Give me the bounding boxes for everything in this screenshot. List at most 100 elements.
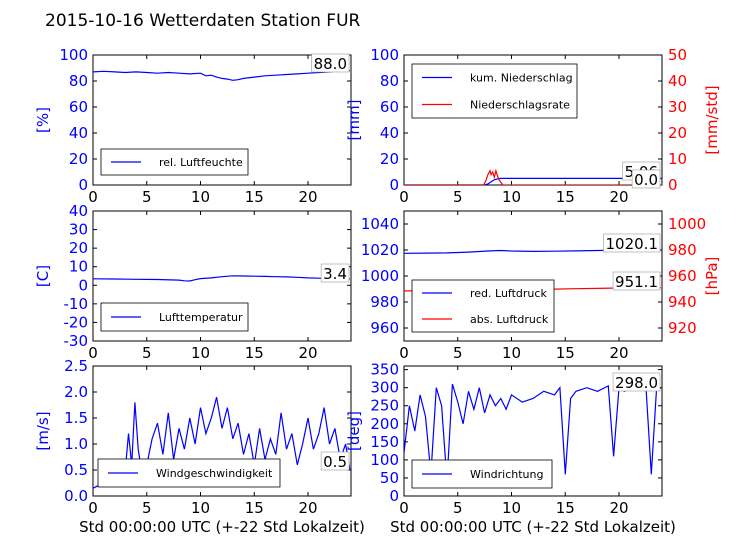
x-tick-label: 10 xyxy=(191,499,210,517)
x-tick-label: 5 xyxy=(142,188,152,206)
value-annotation: 951.1 xyxy=(615,273,658,291)
x-tick-label: 10 xyxy=(502,188,521,206)
y-tick-label: 10 xyxy=(69,258,88,276)
y-right-tick-label: 20 xyxy=(668,124,687,142)
y-tick-label: 1040 xyxy=(361,215,399,233)
value-annotation: 0.5 xyxy=(323,453,347,471)
x-tick-label: 5 xyxy=(142,499,152,517)
x-tick-label: 5 xyxy=(453,188,463,206)
y-tick-label: 20 xyxy=(69,150,88,168)
x-tick-label: 0 xyxy=(88,188,98,206)
x-tick-label: 5 xyxy=(453,344,463,362)
y-tick-label: 100 xyxy=(370,46,399,64)
y-tick-label: 50 xyxy=(380,469,399,487)
panel-precipitation: 0 5 10 15 20 0 20 40 60 80 100 0 10 20 30 40 50 [mm] [mm/s… xyxy=(345,46,721,206)
legend-label: Niederschlagsrate xyxy=(470,99,570,112)
y-right-tick-label: 0 xyxy=(668,176,678,194)
x-tick-label: 0 xyxy=(399,188,409,206)
y-axis-label: [C] xyxy=(34,265,52,287)
panel-wind-speed: 0 5 10 15 20 0.0 0.5 1.0 1.5 2.0 2.5 [m/s] Std 00:00… xyxy=(34,357,365,536)
y-tick-label: 960 xyxy=(370,319,399,337)
y-tick-label: 40 xyxy=(380,124,399,142)
y-tick-label: 80 xyxy=(380,72,399,90)
value-annotation: 3.4 xyxy=(323,265,347,283)
x-tick-label: 15 xyxy=(556,344,575,362)
y-right-tick-label: 40 xyxy=(668,72,687,90)
legend-label: rel. Luftfeuchte xyxy=(159,156,243,169)
x-tick-label: 15 xyxy=(556,188,575,206)
y-right-axis-label: [hPa] xyxy=(703,257,721,296)
y-tick-label: 250 xyxy=(370,397,399,415)
panel-humidity: 0 5 10 15 20 0 20 40 60 80 100 [%] rel. Luftfeuchte 8… xyxy=(34,46,351,206)
y-tick-label: 0 xyxy=(78,276,88,294)
y-tick-label: 0 xyxy=(389,487,399,505)
y-axis-label: [mm] xyxy=(345,100,363,141)
y-tick-label: 2.5 xyxy=(64,357,88,375)
y-axis-label: [%] xyxy=(34,107,52,133)
y-tick-label: 150 xyxy=(370,433,399,451)
y-tick-label: 1.0 xyxy=(64,435,88,453)
x-tick-label: 15 xyxy=(245,499,264,517)
x-tick-label: 20 xyxy=(298,344,317,362)
y-tick-label: 200 xyxy=(370,415,399,433)
panel-wind-direction: 0 5 10 15 20050100150200250300350[deg]Std 00… xyxy=(345,361,676,536)
y-right-axis-label: [mm/std] xyxy=(703,85,721,154)
y-tick-label: 1.5 xyxy=(64,409,88,427)
legend-label: abs. Luftdruck xyxy=(470,313,549,326)
x-tick-label: 10 xyxy=(191,188,210,206)
y-tick-label: 300 xyxy=(370,379,399,397)
y-tick-label: 0.0 xyxy=(64,487,88,505)
figure-title: 2015-10-16 Wetterdaten Station FUR xyxy=(45,11,361,31)
y-right-tick-label: 30 xyxy=(668,98,687,116)
legend-label: Windgeschwindigkeit xyxy=(156,467,273,480)
y-tick-label: 40 xyxy=(69,124,88,142)
y-tick-label: -30 xyxy=(64,332,89,350)
figure: 2015-10-16 Wetterdaten Station FUR 0 5 10… xyxy=(0,0,736,552)
value-annotation: 298.0 xyxy=(615,374,658,392)
panel-pressure: 0 5 10 15 20 960 980 1000 1020 1040 920 940 960 980 10… xyxy=(361,211,721,362)
y-tick-label: 60 xyxy=(69,98,88,116)
y-tick-label: 0 xyxy=(78,176,88,194)
y-right-tick-label: 10 xyxy=(668,150,687,168)
y-right-tick-label: 1000 xyxy=(668,215,706,233)
y-tick-label: 100 xyxy=(59,46,88,64)
y-tick-label: 0.5 xyxy=(64,461,88,479)
x-tick-label: 20 xyxy=(298,499,317,517)
y-tick-label: 40 xyxy=(69,202,88,220)
panel-temperature: 0 5 10 15 20-30-20-10010203040[C]Lufttempera… xyxy=(34,202,351,362)
y-tick-label: 20 xyxy=(380,150,399,168)
legend-label: Lufttemperatur xyxy=(159,311,243,324)
x-tick-label: 20 xyxy=(298,188,317,206)
x-tick-label: 20 xyxy=(609,188,628,206)
value-annotation: 1020.1 xyxy=(606,235,659,253)
x-tick-label: 10 xyxy=(502,499,521,517)
x-tick-label: 0 xyxy=(88,499,98,517)
x-axis-label: Std 00:00:00 UTC (+-22 Std Lokalzeit) xyxy=(390,518,676,536)
legend-label: Windrichtung xyxy=(470,468,543,481)
x-tick-label: 5 xyxy=(453,499,463,517)
x-tick-label: 15 xyxy=(245,188,264,206)
y-tick-label: 1020 xyxy=(361,241,399,259)
y-right-tick-label: 940 xyxy=(668,293,697,311)
x-tick-label: 10 xyxy=(502,344,521,362)
y-tick-label: 30 xyxy=(69,221,88,239)
x-tick-label: 0 xyxy=(399,344,409,362)
y-tick-label: 20 xyxy=(69,239,88,257)
x-tick-label: 0 xyxy=(399,499,409,517)
y-tick-label: 100 xyxy=(370,451,399,469)
y-right-tick-label: 50 xyxy=(668,46,687,64)
value-annotation: 88.0 xyxy=(314,55,347,73)
legend-label: red. Luftdruck xyxy=(470,287,547,300)
x-axis-label: Std 00:00:00 UTC (+-22 Std Lokalzeit) xyxy=(79,518,365,536)
y-tick-label: 350 xyxy=(370,361,399,379)
x-tick-label: 5 xyxy=(142,344,152,362)
x-tick-label: 15 xyxy=(556,499,575,517)
y-axis-label: [m/s] xyxy=(34,411,52,450)
x-tick-label: 20 xyxy=(609,499,628,517)
legend-label: kum. Niederschlag xyxy=(470,72,573,85)
y-tick-label: 80 xyxy=(69,72,88,90)
x-tick-label: 15 xyxy=(245,344,264,362)
y-right-tick-label: 980 xyxy=(668,241,697,259)
y-tick-label: 60 xyxy=(380,98,399,116)
y-tick-label: 980 xyxy=(370,293,399,311)
